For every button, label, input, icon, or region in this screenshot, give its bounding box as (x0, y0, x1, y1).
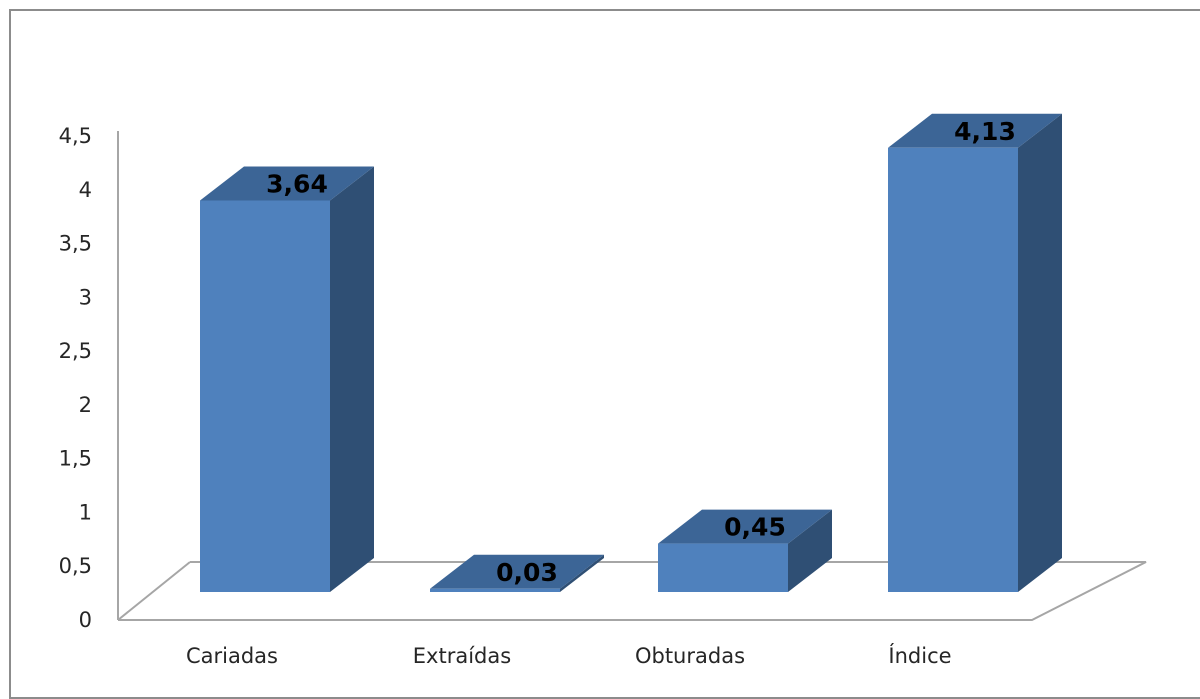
y-tick-label: 3 (79, 285, 92, 309)
data-label: 4,13 (954, 117, 1016, 146)
bar-cariadas (200, 166, 374, 592)
bar-top-face (200, 166, 374, 201)
y-tick-label: 0,5 (59, 554, 92, 578)
bar-side-face (788, 509, 832, 592)
bar-obturadas (658, 509, 832, 592)
bar-side-face (330, 166, 374, 592)
category-labels: Cariadas Extraídas Obturadas Índice (186, 643, 952, 668)
y-tick-label: 4,5 (59, 124, 92, 148)
floor-left-edge (117, 561, 191, 621)
y-tick-label: 2,5 (59, 339, 92, 363)
y-tick-label: 3,5 (59, 232, 92, 256)
category-label: Índice (888, 643, 951, 668)
category-label: Cariadas (186, 644, 278, 668)
bar-extraidas (430, 554, 604, 592)
bar-front-face (888, 147, 1018, 592)
data-label: 0,45 (724, 513, 786, 542)
y-tick-labels: 0 0,5 1 1,5 2 2,5 3 3,5 4 4,5 (59, 124, 92, 632)
y-tick-label: 0 (79, 608, 92, 632)
bar-front-face (430, 588, 560, 592)
bar-chart: 0 0,5 1 1,5 2 2,5 3 3,5 4 4,5 3,64 0,03 0,45 4,13 Ca… (59, 113, 1147, 668)
bar-side-face (1018, 113, 1062, 592)
bar-top-face (888, 113, 1062, 148)
bar-front-face (658, 543, 788, 592)
y-tick-label: 1,5 (59, 447, 92, 471)
bar-top-face (430, 554, 604, 589)
bar-side-face (560, 554, 604, 592)
data-label: 0,03 (496, 558, 558, 587)
data-labels: 3,64 0,03 0,45 4,13 (266, 117, 1016, 587)
y-tick-label: 2 (79, 393, 92, 417)
category-label: Extraídas (413, 644, 511, 668)
data-label: 3,64 (266, 169, 328, 198)
bar-indice (888, 113, 1062, 592)
y-tick-label: 1 (79, 500, 92, 524)
bar-top-face (658, 509, 832, 544)
bar-front-face (200, 200, 330, 592)
bars (200, 113, 1062, 592)
y-tick-label: 4 (79, 178, 92, 202)
category-label: Obturadas (635, 644, 745, 668)
